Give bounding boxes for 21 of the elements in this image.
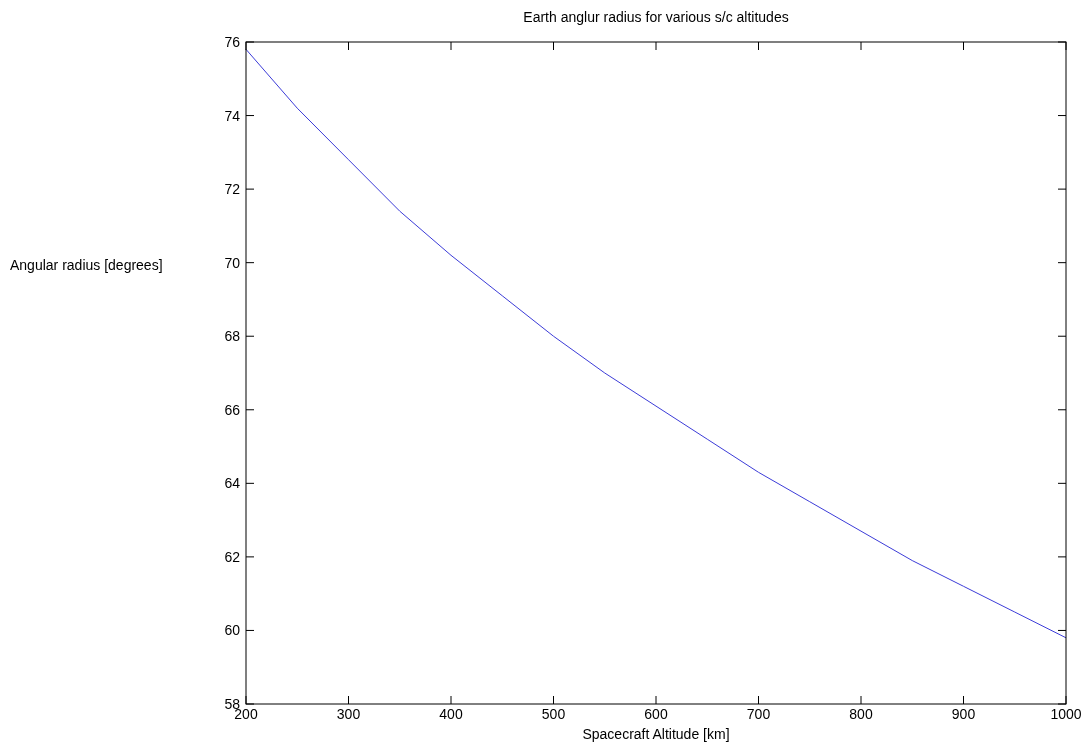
x-tick-label: 600	[644, 706, 668, 722]
x-tick-label: 1000	[1050, 706, 1082, 722]
x-tick-label: 400	[439, 706, 463, 722]
x-tick-label: 700	[746, 706, 771, 722]
line-series	[245, 48, 1067, 639]
y-tick-label: 72	[224, 181, 241, 198]
y-tick-label: 62	[224, 548, 241, 565]
x-tick-label: 300	[336, 706, 361, 722]
y-tick-label: 68	[224, 328, 241, 345]
x-tick-label: 500	[541, 706, 566, 722]
y-tick-label: 64	[224, 475, 241, 492]
y-tick-label: 70	[224, 254, 241, 271]
chart-title: Earth anglur radius for various s/c altitudes	[523, 9, 789, 25]
y-tick-label: 74	[224, 107, 241, 124]
y-axis-title: Angular radius [degrees]	[10, 257, 163, 273]
y-tick-label: 60	[224, 622, 241, 639]
x-tick-label: 800	[849, 706, 873, 722]
y-tick-label: 66	[224, 401, 241, 418]
x-tick-label: 900	[951, 706, 976, 722]
x-axis-title: Spacecraft Altitude [km]	[582, 726, 730, 742]
y-tick-label: 76	[224, 34, 241, 50]
